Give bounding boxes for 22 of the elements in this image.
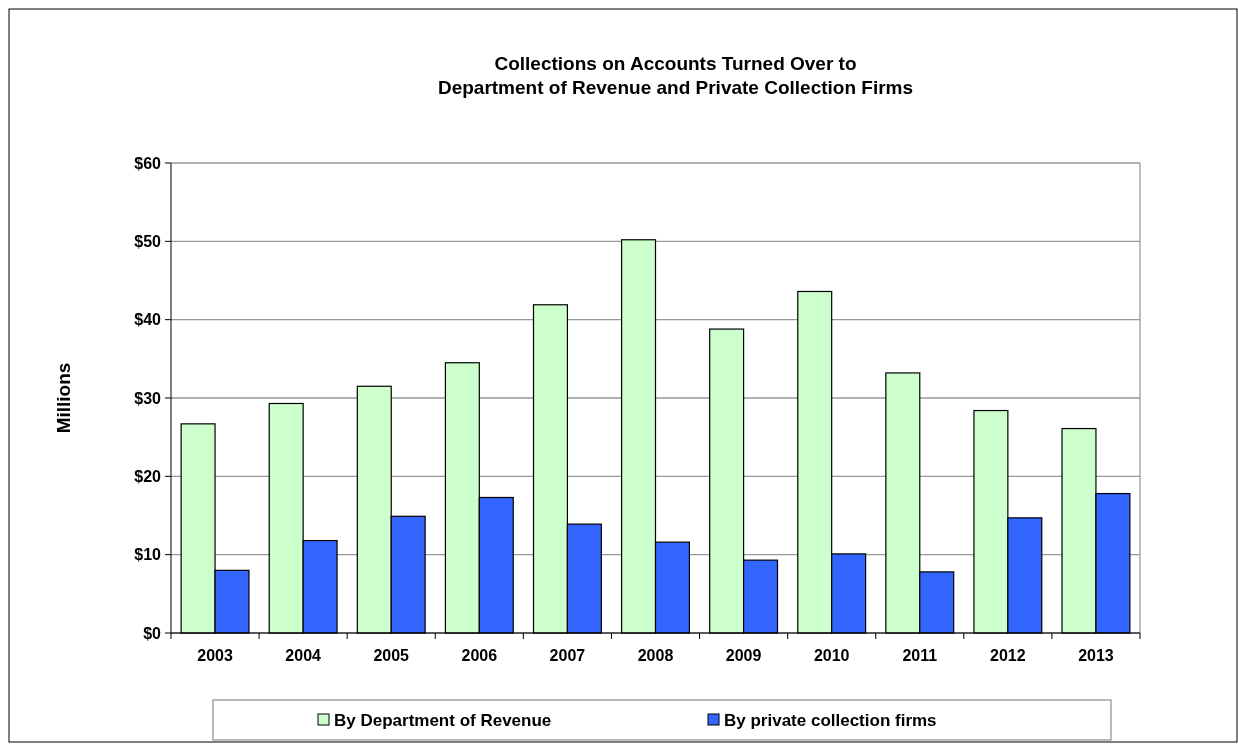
x-tick-label: 2009: [725, 647, 762, 664]
legend-label: By Department of Revenue: [334, 710, 552, 730]
x-tick-label: 2011: [902, 647, 938, 664]
x-tick-label: 2004: [285, 647, 322, 664]
y-tick-label: $40: [134, 311, 162, 329]
x-tick-label: 2012: [990, 647, 1026, 664]
x-tick-label: 2008: [637, 647, 674, 664]
x-tick-label: 2003: [197, 647, 233, 664]
y-tick-label: $30: [134, 389, 162, 407]
y-tick-label: $0: [143, 624, 162, 642]
x-tick-label: 2013: [1078, 647, 1114, 664]
x-tick-label: 2007: [549, 647, 586, 664]
y-tick-label: $20: [134, 467, 162, 485]
x-tick-label: 2005: [373, 647, 410, 664]
x-tick-label: 2010: [813, 647, 850, 664]
x-tick-label: 2006: [461, 647, 498, 664]
y-axis-title: Millions: [53, 362, 74, 434]
legend-label: By private collection firms: [724, 710, 937, 730]
chart-title: Collections on Accounts Turned Over to Department of Revenue and Private Collection Firms: [437, 53, 914, 98]
y-tick-label: $50: [134, 232, 162, 250]
y-tick-label: $10: [134, 546, 162, 564]
y-tick-label: $60: [134, 154, 162, 172]
